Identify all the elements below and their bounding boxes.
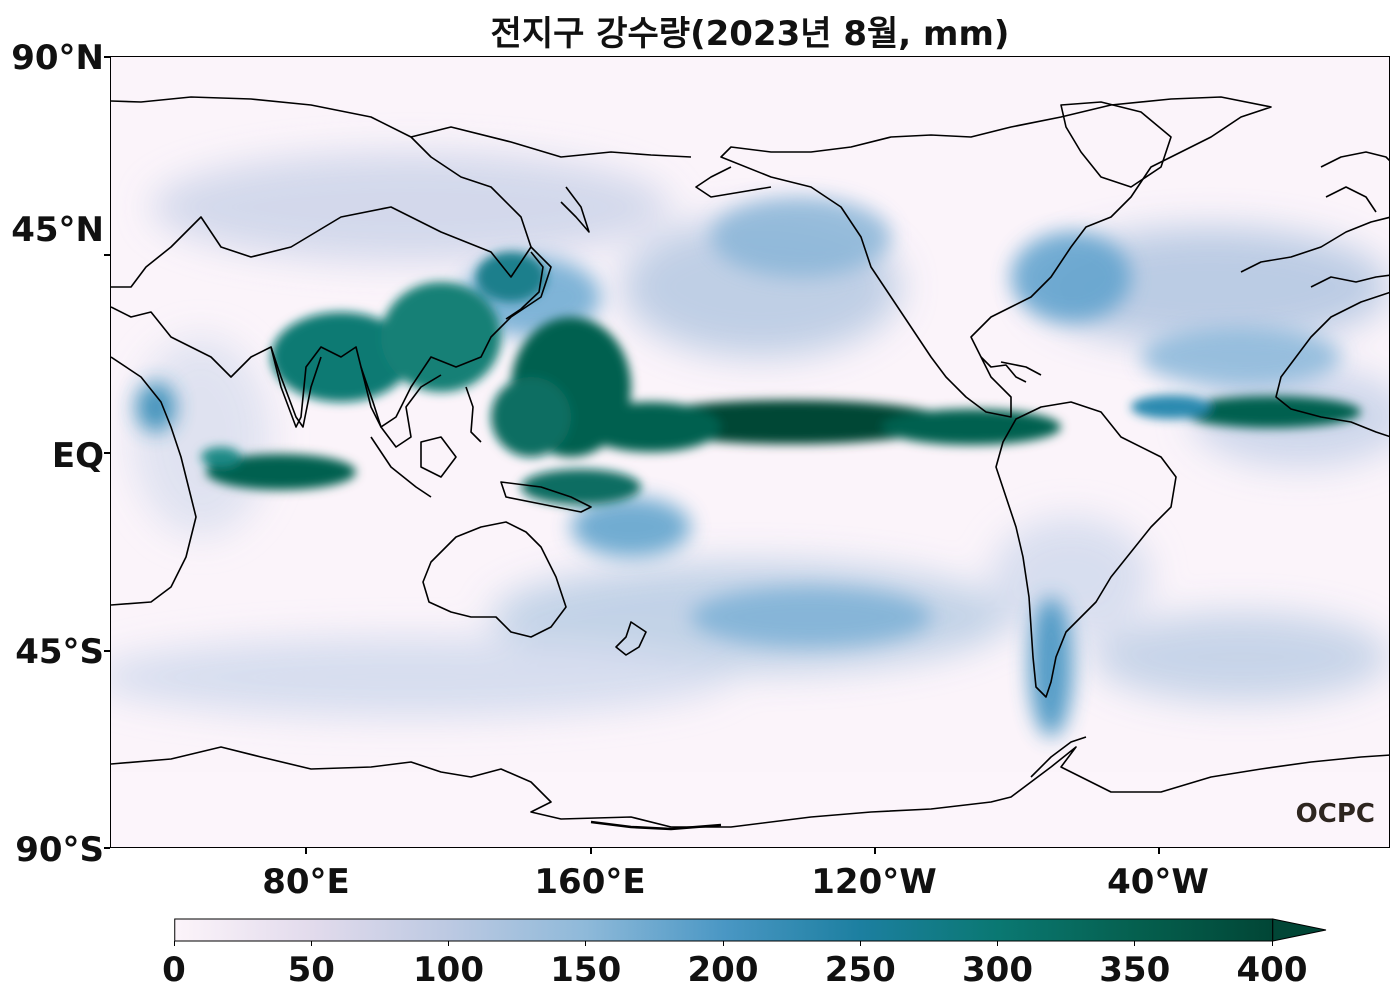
coast-philippines bbox=[465, 386, 482, 443]
coast-europe bbox=[1240, 216, 1389, 273]
lon-label-160e: 160°E bbox=[534, 862, 646, 902]
colorbar-tick bbox=[173, 941, 175, 946]
coast-south-america bbox=[995, 401, 1177, 698]
colorbar-tick bbox=[997, 941, 998, 946]
coastlines bbox=[111, 96, 1389, 831]
lon-label-40w: 40°W bbox=[1107, 862, 1209, 902]
coast-borneo bbox=[420, 436, 457, 478]
colorbar-tick-label: 400 bbox=[1236, 950, 1308, 990]
y-tick-eq bbox=[104, 452, 110, 454]
coast-scandinavia bbox=[1320, 151, 1389, 213]
colorbar-tick-label: 300 bbox=[962, 950, 1033, 990]
colorbar-tick bbox=[722, 941, 724, 946]
coast-antarctic-peninsula bbox=[1030, 736, 1087, 778]
colorbar-tick-label: 200 bbox=[687, 950, 759, 990]
lat-label-90n: 90°N bbox=[11, 38, 104, 78]
x-tick-40w bbox=[1158, 848, 1160, 854]
coast-new-zealand bbox=[615, 621, 647, 656]
coast-antarctica bbox=[111, 746, 1389, 828]
coast-sumatra bbox=[370, 436, 432, 498]
colorbar-tick bbox=[1271, 941, 1273, 946]
coast-alaska bbox=[695, 166, 772, 198]
lon-label-80e: 80°E bbox=[262, 862, 350, 902]
coast-greenland bbox=[1060, 101, 1172, 188]
coast-ice-shelf bbox=[590, 820, 722, 831]
y-tick-90s bbox=[104, 847, 110, 849]
map-title: 전지구 강수량(2023년 8월, mm) bbox=[490, 14, 1010, 54]
colorbar-gradient bbox=[174, 918, 1327, 942]
colorbar-tick bbox=[859, 941, 861, 946]
colorbar-tick-label: 0 bbox=[162, 950, 186, 990]
coast-mediterranean bbox=[1310, 274, 1389, 288]
colorbar-tick-label: 50 bbox=[287, 950, 335, 990]
y-tick-45n bbox=[104, 254, 110, 256]
heavy-rain-field bbox=[201, 252, 1361, 505]
coast-kamchatka bbox=[560, 186, 590, 233]
x-tick-80e bbox=[305, 848, 307, 854]
colorbar-tick bbox=[448, 941, 449, 946]
coast-africa-east bbox=[111, 356, 197, 606]
colorbar-tick-label: 250 bbox=[824, 950, 896, 990]
y-tick-45s bbox=[104, 650, 110, 652]
y-tick-90n bbox=[104, 56, 110, 58]
colorbar-extend-arrow bbox=[1272, 918, 1327, 942]
coast-eurasia-west bbox=[111, 96, 532, 288]
coast-arctic-siberia bbox=[410, 126, 692, 158]
coast-north-america bbox=[720, 96, 1272, 418]
colorbar-tick-label: 350 bbox=[1099, 950, 1171, 990]
coast-gulf-mexico bbox=[980, 356, 1027, 383]
x-tick-120w bbox=[874, 848, 876, 854]
colorbar-tick-label: 150 bbox=[550, 950, 622, 990]
coast-japan bbox=[505, 251, 544, 320]
coast-australia bbox=[422, 521, 567, 638]
coast-west-africa bbox=[1275, 291, 1389, 438]
lat-label-45s: 45°S bbox=[15, 632, 104, 672]
precipitation-map: OCPC bbox=[110, 56, 1390, 848]
lat-label-90s: 90°S bbox=[15, 830, 104, 870]
lon-label-120w: 120°W bbox=[811, 862, 937, 902]
colorbar-tick-label: 100 bbox=[413, 950, 484, 990]
lat-label-eq: EQ bbox=[51, 436, 104, 476]
coast-new-guinea bbox=[500, 481, 592, 513]
map-canvas bbox=[111, 57, 1389, 847]
colorbar-tick bbox=[1134, 941, 1136, 946]
ocpc-credit: OCPC bbox=[1295, 799, 1375, 829]
colorbar bbox=[174, 918, 1330, 944]
x-tick-160e bbox=[590, 848, 592, 854]
coast-india bbox=[270, 346, 322, 428]
coast-indochina bbox=[360, 366, 442, 448]
coast-east-asia bbox=[111, 246, 552, 428]
lat-label-45n: 45°N bbox=[11, 210, 104, 250]
colorbar-tick bbox=[310, 941, 312, 946]
coast-cuba bbox=[1000, 361, 1042, 376]
colorbar-tick bbox=[585, 941, 587, 946]
